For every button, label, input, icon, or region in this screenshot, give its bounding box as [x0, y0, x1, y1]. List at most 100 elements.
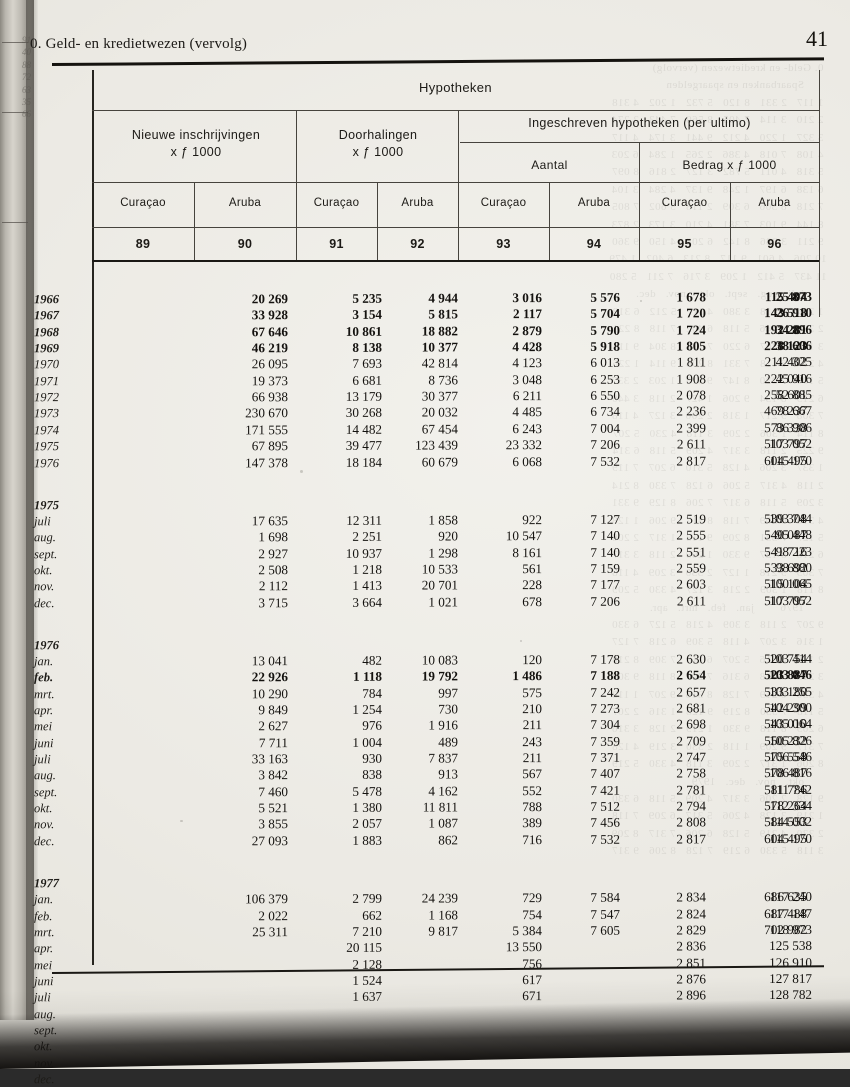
- row-label: jan.: [34, 892, 54, 907]
- table-cell: 42 325: [775, 354, 812, 370]
- group-band-bottom-rule: [92, 182, 819, 183]
- table-cell: 100 065: [769, 576, 812, 592]
- table-cell: 105 826: [769, 732, 812, 748]
- group-label-line2: x ƒ 1000: [170, 145, 222, 159]
- table-cell: 1 720: [676, 305, 706, 321]
- table-cell: 104 300: [769, 699, 812, 716]
- row-label: juli: [34, 514, 51, 529]
- column-header-90: Aruba: [228, 197, 262, 209]
- col-divider-95-96: [730, 182, 731, 260]
- group-divider-1: [296, 110, 297, 182]
- row-label: 1974: [34, 422, 59, 438]
- row-label: juli: [34, 990, 51, 1005]
- subgroup-header-aantal: Aantal: [531, 158, 568, 172]
- table-cell: 106 546: [769, 748, 812, 765]
- row-label: 1975: [34, 439, 59, 454]
- row-label: aug.: [34, 768, 56, 783]
- row-label: 1970: [34, 357, 59, 372]
- table-cell: 2 834: [676, 889, 706, 905]
- row-label: 1972: [34, 390, 59, 405]
- row-label: juni: [34, 974, 54, 989]
- column-header-89: Curaçao: [120, 197, 166, 209]
- table-cell: 115 170: [769, 830, 812, 846]
- table-cell: 128 782: [769, 987, 812, 1003]
- table-cell: 1 724: [676, 322, 706, 338]
- table-cell: 2 876: [676, 971, 706, 987]
- table-cell: 2 555: [676, 527, 706, 543]
- table-cell: 103 046: [769, 667, 812, 683]
- row-label: aug.: [34, 530, 56, 545]
- col-divider-93-94: [549, 182, 550, 260]
- table-cell: 112 334: [769, 797, 812, 814]
- table-cell: 1 524: [352, 972, 382, 988]
- table-cell: 114 002: [769, 814, 812, 830]
- row-label: dec.: [34, 1072, 55, 1087]
- table-cell: 118 973: [769, 921, 812, 937]
- row-label: apr.: [34, 941, 54, 956]
- row-label: dec.: [34, 833, 55, 849]
- column-header-92: Aruba: [401, 197, 434, 209]
- row-label: dec.: [34, 595, 55, 610]
- row-label: juni: [34, 735, 54, 750]
- row-label: 1969: [34, 341, 59, 356]
- row-block-heading: 1975: [34, 497, 59, 513]
- table-cell: 2 781: [676, 782, 706, 798]
- table-cell: 95 448: [775, 527, 812, 543]
- table-cell: 2 236: [676, 403, 706, 419]
- row-label: sept.: [34, 1023, 58, 1038]
- row-block-heading: 1977: [34, 876, 59, 891]
- group-label-line1: Nieuwe inschrijvingen: [131, 128, 261, 142]
- table-cell: 103 744: [769, 510, 812, 526]
- table-cell: 2 824: [676, 905, 706, 921]
- table-cell: 1 805: [676, 338, 706, 354]
- table-cell: 98 880: [775, 559, 812, 575]
- table-cell: 671: [522, 988, 542, 1004]
- group-header-ingeschreven-hypotheken: Ingeschreven hypotheken (per ultimo): [460, 116, 819, 130]
- table-cell: 2 657: [676, 683, 706, 700]
- header-rule: [52, 57, 824, 66]
- row-label: nov.: [34, 579, 55, 594]
- col-divider-94-95: [639, 182, 640, 260]
- table-cell: 25 873: [775, 288, 812, 305]
- table-cell: 2 551: [676, 543, 706, 559]
- table-cell: 26 910: [775, 305, 812, 321]
- column-header-95: Curaçao: [661, 197, 708, 209]
- row-block-heading: 1976: [34, 638, 59, 653]
- table-left-border: [92, 70, 94, 965]
- group-header-doorhalingen: Doorhalingen x ƒ 1000: [300, 128, 456, 159]
- col-divider-92-93: [458, 182, 459, 260]
- table-cell: 34 896: [775, 321, 812, 337]
- table-cell: 2 836: [676, 938, 706, 954]
- table-cell: 125 538: [769, 938, 812, 954]
- row-label: okt.: [34, 1039, 53, 1054]
- group-label-line2: x ƒ 1000: [352, 145, 404, 159]
- facing-page-ghost: 91 40 88 72 63 35 66: [22, 35, 31, 120]
- table-cell: 2 747: [676, 749, 706, 765]
- table-cell: 78 667: [775, 403, 812, 419]
- row-label: feb.: [34, 908, 53, 923]
- column-number-89: 89: [135, 237, 151, 251]
- row-label: sept.: [34, 784, 58, 800]
- row-label: 1967: [34, 308, 59, 323]
- column-number-91: 91: [329, 237, 344, 251]
- gutter-shadow: [26, 0, 38, 1020]
- row-label: mei: [34, 957, 53, 972]
- page-number: 41: [806, 26, 828, 51]
- row-label: nov.: [34, 817, 55, 832]
- table-cell: 117 147: [769, 905, 812, 921]
- column-header-91: Curaçao: [313, 197, 360, 209]
- table-caption: Hypotheken: [419, 80, 492, 95]
- table-cell: 2 896: [676, 987, 706, 1003]
- table-body: 1966 20 269 5 235 4 944 3 016 5 576 1 678 115 4…: [34, 289, 820, 1086]
- column-header-93: Curaçao: [480, 197, 527, 209]
- row-label: mrt.: [34, 925, 55, 940]
- table-cell: 98 223: [775, 543, 812, 559]
- table-cell: 1 811: [676, 354, 706, 370]
- row-label: aug.: [34, 1006, 56, 1021]
- row-label: okt.: [34, 801, 53, 816]
- column-number-92: 92: [410, 237, 425, 251]
- table-cell: 2 829: [676, 922, 706, 938]
- table-cell: 2 681: [676, 700, 706, 716]
- row-label: 1971: [34, 373, 59, 389]
